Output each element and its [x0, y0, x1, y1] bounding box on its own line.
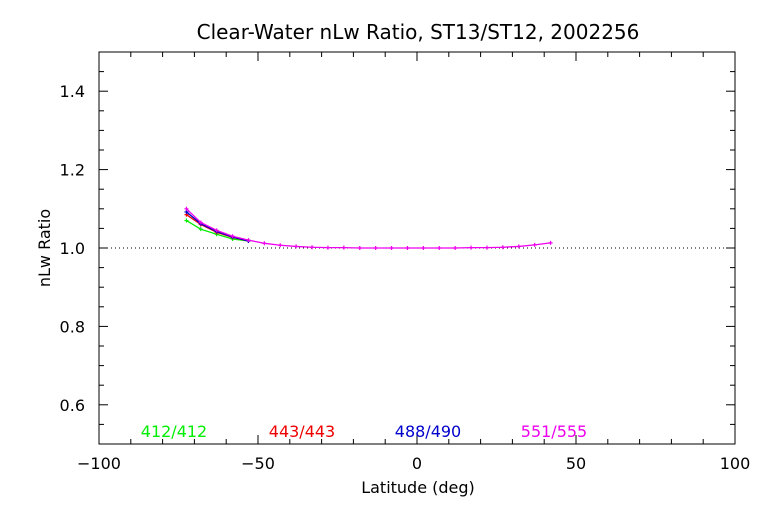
data-point: [198, 220, 203, 225]
y-tick-label: 0.6: [60, 396, 85, 415]
x-tick-label: −100: [77, 454, 121, 473]
data-point: [262, 241, 267, 246]
data-point: [278, 243, 283, 248]
data-point: [453, 246, 458, 250]
data-point: [484, 245, 489, 250]
data-point: [214, 228, 219, 233]
data-point: [389, 246, 394, 250]
data-point: [184, 206, 189, 211]
legend-entry: 488/490: [395, 422, 461, 441]
y-tick-label: 1.4: [60, 82, 85, 101]
data-point: [469, 245, 474, 250]
x-tick-label: 50: [566, 454, 586, 473]
data-point: [184, 218, 189, 223]
axis-ticks: −100 −50 0 50 100 0.6 0.8 1.0 1.2 1.4: [60, 52, 751, 473]
data-point: [246, 238, 251, 243]
data-point: [294, 244, 299, 249]
data-point: [310, 245, 315, 250]
data-point: [516, 244, 521, 249]
data-point: [230, 234, 235, 239]
y-axis-label: nLw Ratio: [35, 209, 54, 287]
x-tick-label: 0: [412, 454, 422, 473]
data-point: [405, 246, 410, 250]
data-point: [532, 242, 537, 247]
data-point: [500, 245, 505, 250]
data-point: [325, 245, 330, 250]
y-tick-label: 1.2: [60, 161, 85, 180]
legend: 412/412 443/443 488/490 551/555: [141, 422, 587, 441]
series-group: [184, 206, 553, 250]
legend-entry: 551/555: [521, 422, 587, 441]
data-point: [198, 227, 203, 232]
series-line: [186, 214, 249, 242]
series-line: [186, 208, 551, 249]
data-point: [357, 246, 362, 250]
data-point: [341, 245, 346, 250]
x-tick-label: 100: [720, 454, 751, 473]
data-point: [437, 246, 442, 250]
data-point: [421, 246, 426, 250]
chart-title: Clear-Water nLw Ratio, ST13/ST12, 200225…: [197, 20, 640, 44]
y-tick-label: 1.0: [60, 239, 85, 258]
legend-entry: 443/443: [269, 422, 335, 441]
x-tick-label: −50: [241, 454, 275, 473]
legend-entry: 412/412: [141, 422, 207, 441]
data-point: [373, 246, 378, 250]
y-tick-label: 0.8: [60, 317, 85, 336]
data-point: [548, 240, 553, 245]
x-axis-label: Latitude (deg): [361, 478, 475, 497]
